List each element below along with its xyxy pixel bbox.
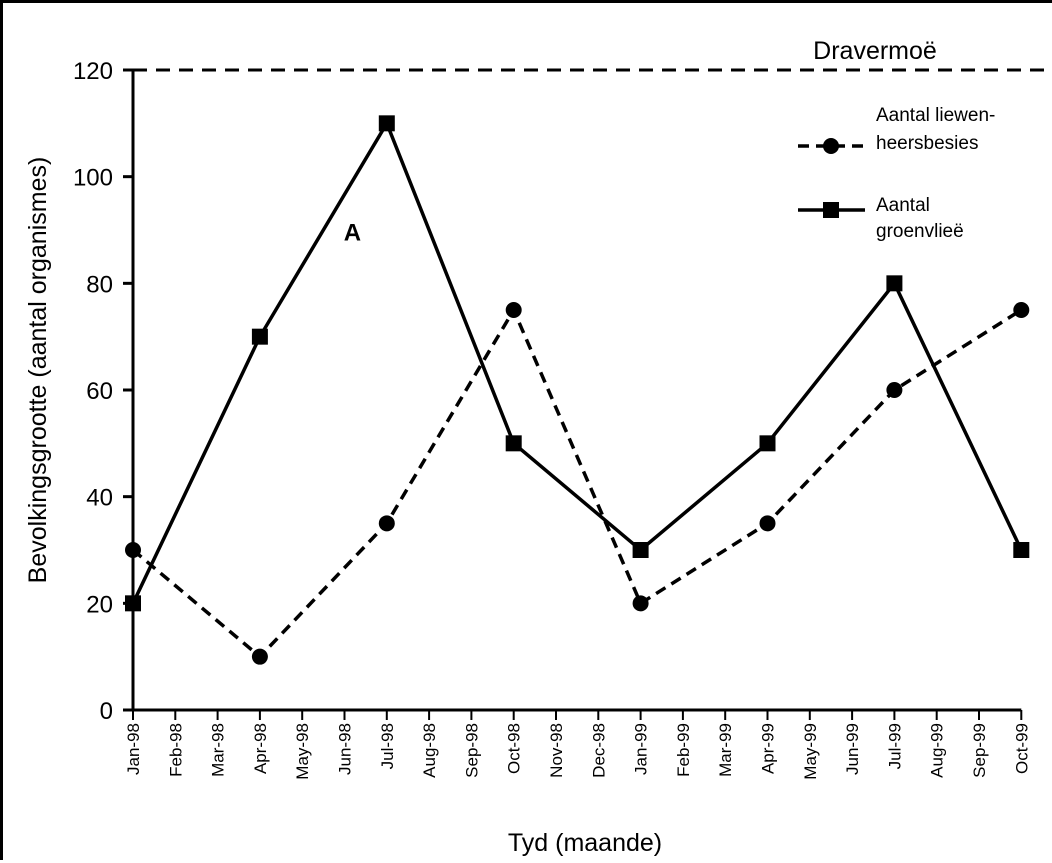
- x-tick-label: Nov-98: [547, 723, 566, 778]
- y-tick-label: 120: [73, 58, 113, 85]
- annotation-label: A: [344, 220, 361, 247]
- data-point-circle: [378, 515, 395, 532]
- legend-label-1: groenvlieë: [876, 221, 964, 242]
- data-point-square: [505, 435, 522, 452]
- y-tick-label: 40: [86, 485, 113, 512]
- series-line-0: [131, 306, 1023, 660]
- x-tick-label: Jul-99: [885, 723, 904, 769]
- x-tick-label: Jan-99: [632, 723, 651, 775]
- data-point-square: [632, 542, 649, 558]
- x-tick-label: Jul-98: [378, 723, 397, 769]
- x-tick-label: Feb-98: [166, 723, 185, 777]
- x-tick-label: Apr-99: [759, 723, 778, 774]
- data-point-square: [1013, 542, 1030, 558]
- data-point-square: [886, 275, 903, 292]
- x-tick-label: May-99: [801, 723, 820, 780]
- x-tick-label: Aug-99: [928, 723, 947, 778]
- legend-marker-circle: [823, 138, 839, 154]
- data-point-circle: [632, 595, 649, 612]
- x-tick-label: Feb-99: [674, 723, 693, 777]
- x-tick-label: Mar-98: [209, 723, 228, 777]
- y-axis-title: Bevolkingsgrootte (aantal organismes): [24, 157, 52, 584]
- x-tick-label: Sep-99: [970, 723, 989, 778]
- x-tick-label: Dec-98: [589, 723, 608, 778]
- y-tick-label: 80: [86, 271, 113, 298]
- data-point-circle: [251, 648, 268, 665]
- x-tick-label: Mar-99: [716, 723, 735, 777]
- line-chart: 0 20 40 60 80 100 120 Jan-98 Feb-98 Mar-98 Apr-98 M…: [24, 37, 1052, 857]
- y-tick-label: 20: [86, 591, 113, 618]
- x-tick-label: Oct-99: [1012, 723, 1031, 774]
- legend-label-0: heersbesies: [876, 133, 978, 154]
- data-point-circle: [886, 382, 903, 398]
- data-point-square: [125, 595, 141, 612]
- data-point-square: [759, 435, 776, 452]
- y-tick-label: 60: [86, 378, 113, 405]
- data-point-square: [251, 328, 268, 345]
- data-point-square: [378, 115, 395, 132]
- x-axis-title: Tyd (maande): [508, 829, 662, 857]
- x-tick-label: Apr-98: [251, 723, 270, 774]
- data-point-circle: [125, 542, 141, 558]
- data-point-circle: [505, 302, 522, 318]
- series-line-1: [131, 119, 1023, 605]
- legend-marker-square: [823, 202, 839, 218]
- legend-label-0: Aantal liewen-: [876, 105, 995, 126]
- x-tick-label: Jan-98: [124, 723, 143, 775]
- x-tick-label: May-98: [293, 723, 312, 780]
- x-tick-label: Jun-98: [336, 723, 355, 775]
- x-tick-label: Oct-98: [505, 723, 524, 774]
- data-point-circle: [759, 515, 776, 532]
- x-tick-label: Sep-98: [462, 723, 481, 778]
- data-point-circle: [1013, 302, 1030, 318]
- x-tick-label: Jun-99: [843, 723, 862, 775]
- y-tick-label: 0: [100, 698, 113, 725]
- y-tick-label: 100: [73, 165, 113, 192]
- x-tick-label: Aug-98: [420, 723, 439, 778]
- legend-label-1: Aantal: [876, 195, 930, 216]
- reference-line-label: Dravermoë: [813, 37, 937, 65]
